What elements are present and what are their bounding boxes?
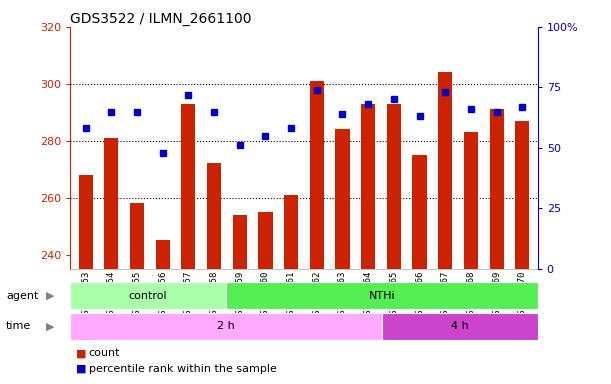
Bar [382, 313, 538, 340]
Bar [156, 240, 170, 269]
Text: ■: ■ [76, 364, 87, 374]
Text: agent: agent [6, 291, 38, 301]
Bar [130, 204, 144, 269]
Bar [412, 155, 426, 269]
Text: percentile rank within the sample: percentile rank within the sample [89, 364, 276, 374]
Bar [181, 104, 196, 269]
Bar [226, 282, 538, 309]
Text: control: control [129, 291, 167, 301]
Text: ■: ■ [76, 348, 87, 358]
Bar [70, 282, 226, 309]
Bar [515, 121, 529, 269]
Text: 2 h: 2 h [217, 321, 235, 331]
Bar [104, 138, 119, 269]
Bar [258, 212, 273, 269]
Text: ▶: ▶ [46, 321, 54, 331]
Bar [207, 164, 221, 269]
Bar [284, 195, 298, 269]
Text: count: count [89, 348, 120, 358]
Bar [233, 215, 247, 269]
Bar [310, 81, 324, 269]
Text: NTHi: NTHi [368, 291, 395, 301]
Text: time: time [6, 321, 31, 331]
Bar [70, 313, 382, 340]
Text: ▶: ▶ [46, 291, 54, 301]
Bar [489, 109, 503, 269]
Bar [361, 104, 375, 269]
Bar [438, 73, 452, 269]
Bar [79, 175, 93, 269]
Text: GDS3522 / ILMN_2661100: GDS3522 / ILMN_2661100 [70, 12, 252, 26]
Text: 4 h: 4 h [451, 321, 469, 331]
Bar [335, 129, 349, 269]
Bar [464, 132, 478, 269]
Bar [387, 104, 401, 269]
